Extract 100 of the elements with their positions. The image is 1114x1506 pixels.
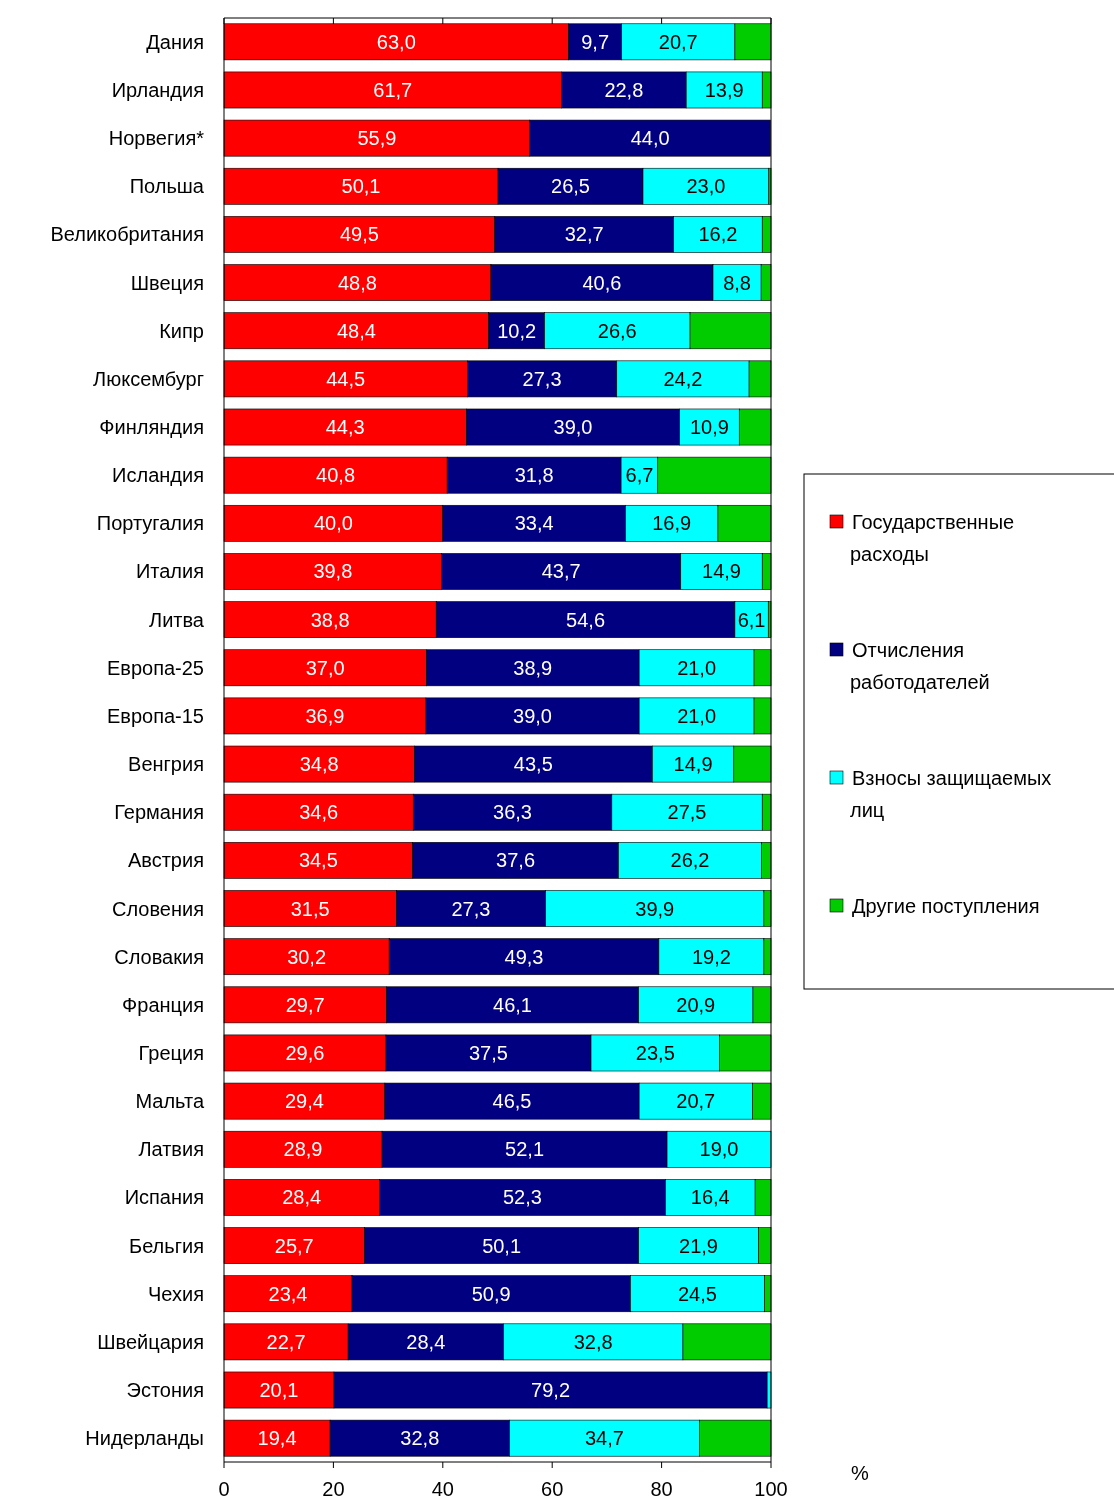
data-label: 52,3: [502, 1186, 542, 1209]
y-tick-label: Дания: [146, 30, 204, 53]
x-tick-label: 60: [541, 1478, 564, 1500]
data-label: 6,1: [737, 608, 766, 631]
y-tick-label: Венгрия: [128, 753, 204, 776]
data-label: 39,0: [513, 704, 552, 727]
data-label: 16,4: [690, 1186, 730, 1209]
data-label: 40,0: [313, 512, 353, 535]
data-label: 19,4: [257, 1427, 297, 1450]
data-label: 22,8: [604, 78, 644, 101]
y-tick-label: Австрия: [127, 849, 204, 872]
data-label: 30,2: [287, 945, 327, 968]
data-label: 14,9: [673, 753, 713, 776]
data-label: 29,4: [284, 1090, 324, 1113]
data-label: 50,1: [341, 175, 381, 198]
y-tick-label: Чехия: [147, 1282, 204, 1305]
y-tick-label: Германия: [114, 801, 204, 824]
y-tick-label: Португалия: [96, 512, 204, 535]
data-label: 37,0: [305, 656, 345, 679]
data-label: 63,0: [376, 30, 416, 53]
data-label: 10,2: [497, 319, 537, 342]
data-label: 21,9: [679, 1234, 718, 1257]
data-label: 24,5: [677, 1282, 717, 1305]
data-label: 39,8: [313, 560, 353, 583]
y-tick-label: Италия: [135, 560, 204, 583]
data-label: 55,9: [357, 127, 397, 150]
x-tick-label: 40: [431, 1478, 454, 1500]
data-label: 20,7: [676, 1090, 716, 1113]
data-label: 28,9: [283, 1138, 323, 1161]
data-label: 40,6: [582, 271, 622, 294]
data-label: 32,8: [573, 1330, 613, 1353]
data-label: 32,7: [564, 223, 604, 246]
legend-label: Взносы защищаемых лиц: [850, 767, 1052, 821]
data-label: 54,6: [566, 608, 606, 631]
data-label: 20,1: [259, 1379, 299, 1402]
data-label: 26,5: [551, 175, 590, 198]
data-label: 43,7: [541, 560, 581, 583]
data-label: 46,5: [492, 1090, 532, 1113]
y-tick-label: Испания: [124, 1186, 204, 1209]
data-label: 16,2: [698, 223, 738, 246]
legend-label: Государственные расходы: [850, 511, 1015, 565]
data-label: 50,1: [482, 1234, 522, 1257]
y-tick-label: Европа-15: [106, 704, 204, 727]
data-label: 37,6: [496, 849, 536, 872]
data-label: 38,8: [310, 608, 350, 631]
y-tick-label: Эстония: [126, 1379, 204, 1402]
data-label: 49,5: [339, 223, 379, 246]
y-tick-label: Франция: [122, 993, 204, 1016]
data-label: 21,0: [677, 704, 717, 727]
data-label: 40,8: [316, 464, 356, 487]
legend-label: Другие поступления: [852, 895, 1040, 917]
data-label: 34,7: [584, 1427, 624, 1450]
data-label: 20,7: [658, 30, 698, 53]
data-label: 50,9: [471, 1282, 511, 1305]
y-tick-label: Мальта: [135, 1090, 205, 1113]
data-label: 36,3: [493, 801, 533, 824]
data-label: 16,9: [652, 512, 692, 535]
y-tick-label: Словакия: [114, 945, 204, 968]
y-tick-label: Словения: [111, 897, 204, 920]
data-label: 25,7: [274, 1234, 314, 1257]
x-axis-title: %: [851, 1462, 870, 1484]
y-tick-label: Литва: [149, 608, 205, 631]
y-tick-label: Финляндия: [99, 416, 204, 439]
data-label: 34,6: [299, 801, 339, 824]
data-label: 32,8: [400, 1427, 440, 1450]
data-label: 39,9: [635, 897, 675, 920]
data-label: 27,5: [667, 801, 707, 824]
y-tick-label: Ирландия: [111, 78, 204, 101]
data-label: 22,7: [266, 1330, 306, 1353]
data-label: 28,4: [406, 1330, 446, 1353]
y-tick-label: Швейцария: [97, 1330, 204, 1353]
data-label: 23,5: [635, 1041, 675, 1064]
x-tick-label: 100: [754, 1478, 788, 1500]
data-label: 19,0: [699, 1138, 739, 1161]
data-label: 27,3: [522, 367, 562, 390]
data-label: 14,9: [702, 560, 741, 583]
data-label: 46,1: [493, 993, 533, 1016]
data-label: 6,7: [625, 464, 654, 487]
data-label: 79,2: [531, 1379, 571, 1402]
data-label: 26,2: [670, 849, 710, 872]
data-label: 13,9: [704, 78, 744, 101]
data-label: 49,3: [504, 945, 544, 968]
data-label: 34,8: [299, 753, 339, 776]
data-label: 31,8: [514, 464, 554, 487]
y-tick-label: Греция: [138, 1041, 204, 1064]
data-label: 48,4: [336, 319, 376, 342]
y-tick-label: Латвия: [138, 1138, 204, 1161]
data-label: 29,6: [285, 1041, 325, 1064]
y-tick-label: Исландия: [112, 464, 204, 487]
data-label: 44,0: [630, 127, 670, 150]
data-label: 48,8: [338, 271, 377, 294]
y-tick-label: Бельгия: [129, 1234, 204, 1257]
data-label: 27,3: [451, 897, 491, 920]
x-tick-label: 0: [218, 1478, 230, 1500]
data-label: 33,4: [514, 512, 554, 535]
data-label: 26,6: [597, 319, 637, 342]
y-tick-label: Европа-25: [106, 656, 204, 679]
data-label: 24,2: [663, 367, 703, 390]
x-tick-label: 20: [322, 1478, 345, 1500]
data-label: 44,3: [325, 416, 365, 439]
